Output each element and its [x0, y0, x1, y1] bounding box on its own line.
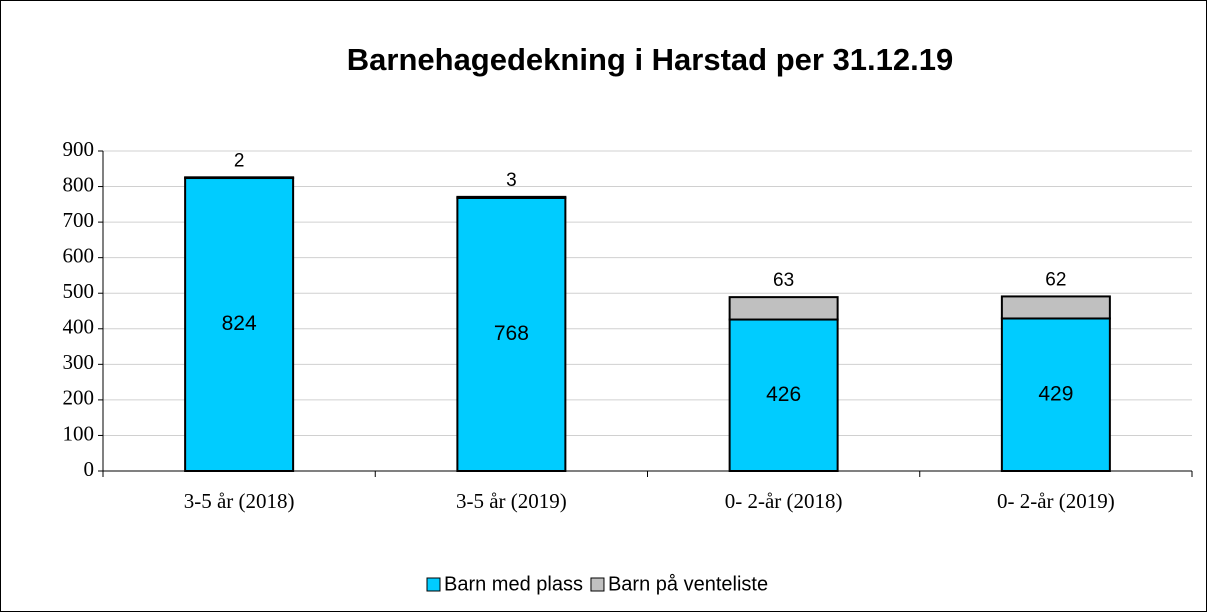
y-tick-label: 0	[84, 457, 95, 481]
y-tick-label: 800	[63, 172, 95, 196]
legend-label: Barn på venteliste	[608, 573, 768, 595]
bar-segment	[728, 296, 839, 321]
data-label: 768	[494, 322, 529, 345]
y-tick-label: 900	[63, 137, 95, 161]
chart-title: Barnehagedekning i Harstad per 31.12.19	[347, 42, 953, 77]
y-tick-label: 700	[63, 208, 95, 232]
bar-segment	[456, 196, 567, 473]
x-tick-label: 3-5 år (2018)	[184, 489, 295, 513]
bar-segment	[1000, 317, 1111, 473]
data-label: 62	[1045, 269, 1066, 290]
data-label: 63	[773, 270, 794, 291]
bar-segment	[1000, 295, 1111, 320]
data-label: 429	[1038, 382, 1073, 405]
legend-swatch	[426, 577, 441, 592]
bar-segment	[184, 176, 295, 180]
y-tick-label: 100	[63, 421, 95, 445]
y-tick-label: 600	[63, 243, 95, 267]
bar-segment	[184, 177, 295, 472]
data-label: 426	[766, 383, 801, 406]
y-tick-label: 200	[63, 386, 95, 410]
y-tick-label: 500	[63, 279, 95, 303]
x-tick-label: 3-5 år (2019)	[456, 489, 567, 513]
y-tick-label: 300	[63, 350, 95, 374]
x-tick-label: 0- 2-år (2018)	[725, 489, 843, 513]
data-label: 2	[234, 150, 245, 171]
data-label: 3	[506, 170, 517, 191]
legend-swatch	[590, 577, 605, 592]
x-tick-label: 0- 2-år (2019)	[997, 489, 1115, 513]
bar-segment	[728, 318, 839, 472]
y-tick-label: 400	[63, 315, 95, 339]
bar-segment	[456, 195, 567, 199]
legend-label: Barn med plass	[444, 573, 583, 595]
data-label: 824	[222, 312, 257, 335]
